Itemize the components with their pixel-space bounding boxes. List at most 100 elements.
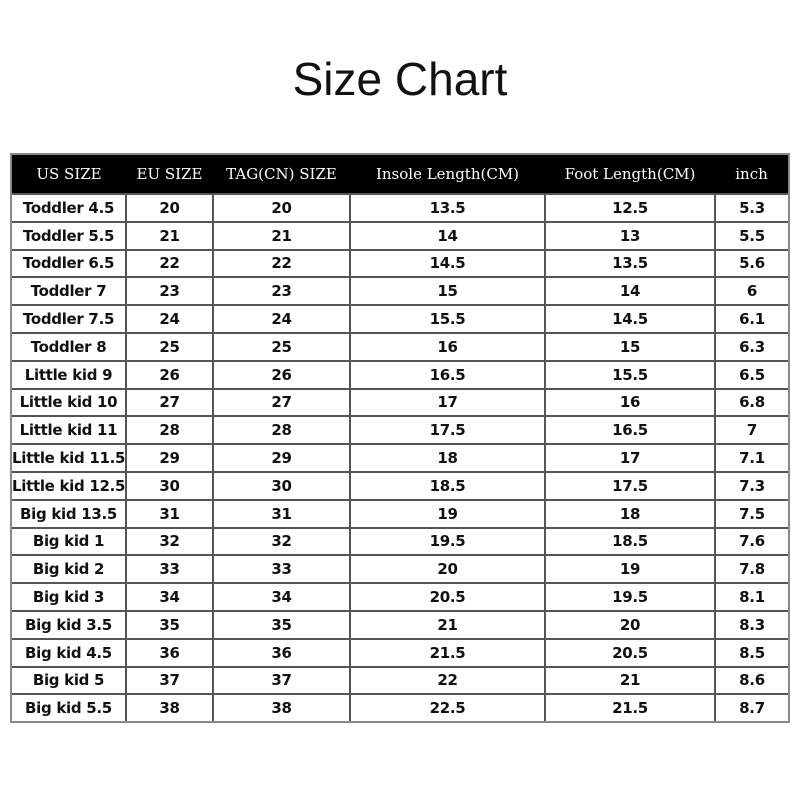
- page-title: Size Chart: [292, 53, 508, 105]
- table-cell: 16.5: [349, 359, 546, 390]
- table-row: Big kid 4.5 36 36 21.5 20.5 8.5: [12, 637, 788, 668]
- table-cell: 37: [212, 665, 351, 696]
- table-cell: 21.5: [544, 693, 716, 722]
- table-row: Big kid 3 34 34 20.5 19.5 8.1: [12, 582, 788, 612]
- table-cell: 34: [125, 582, 214, 612]
- table-cell: Little kid 10: [12, 387, 127, 418]
- table-cell: 35: [212, 609, 351, 640]
- table-cell: 22: [349, 665, 546, 696]
- table-cell: 37: [125, 665, 214, 696]
- table-cell: 34: [212, 582, 351, 612]
- table-cell: 6: [714, 276, 788, 307]
- table-cell: 32: [125, 526, 214, 557]
- table-cell: 16: [349, 331, 546, 362]
- table-cell: 17.5: [544, 470, 716, 501]
- table-row: Big kid 5 37 37 22 21 8.6: [12, 665, 788, 696]
- table-cell: 20: [212, 193, 351, 223]
- table-cell: 15: [349, 276, 546, 307]
- table-cell: 28: [125, 415, 214, 446]
- table-cell: 5.6: [714, 248, 788, 279]
- table-cell: Big kid 3: [12, 582, 127, 612]
- table-row: Toddler 7 23 23 15 14 6: [12, 276, 788, 307]
- column-header: EU SIZE: [126, 155, 213, 194]
- table-cell: 21.5: [349, 637, 546, 668]
- table-cell: 19.5: [349, 526, 546, 557]
- table-row: Toddler 8 25 25 16 15 6.3: [12, 331, 788, 362]
- table-row: Big kid 3.5 35 35 21 20 8.3: [12, 609, 788, 640]
- table-cell: 7.6: [714, 526, 788, 557]
- table-row: Toddler 7.5 24 24 15.5 14.5 6.1: [12, 304, 788, 334]
- table-cell: Toddler 7.5: [12, 304, 127, 334]
- table-cell: 20: [125, 193, 214, 223]
- table-cell: Little kid 9: [12, 359, 127, 390]
- table-cell: 23: [125, 276, 214, 307]
- column-header: TAG(CN) SIZE: [213, 155, 350, 194]
- table-cell: 15.5: [349, 304, 546, 334]
- table-cell: 30: [125, 470, 214, 501]
- table-row: Big kid 1 32 32 19.5 18.5 7.6: [12, 526, 788, 557]
- table-cell: 21: [212, 220, 351, 251]
- table-cell: 19: [544, 554, 716, 585]
- table-cell: 27: [125, 387, 214, 418]
- column-header: Foot Length(CM): [545, 155, 715, 194]
- table-row: Toddler 6.5 22 22 14.5 13.5 5.6: [12, 248, 788, 279]
- table-cell: 7.1: [714, 443, 788, 473]
- table-cell: 20.5: [349, 582, 546, 612]
- table-cell: 20: [349, 554, 546, 585]
- table-cell: 29: [125, 443, 214, 473]
- table-cell: 5.5: [714, 220, 788, 251]
- table-cell: 33: [125, 554, 214, 585]
- table-cell: 38: [125, 693, 214, 722]
- table-cell: 8.5: [714, 637, 788, 668]
- table-cell: 18: [349, 443, 546, 473]
- table-cell: 26: [212, 359, 351, 390]
- table-cell: 18.5: [349, 470, 546, 501]
- table-cell: Big kid 4.5: [12, 637, 127, 668]
- table-cell: Little kid 12.5: [12, 470, 127, 501]
- table-cell: 8.7: [714, 693, 788, 722]
- table-cell: 6.3: [714, 331, 788, 362]
- table-cell: 21: [544, 665, 716, 696]
- table-cell: 7.3: [714, 470, 788, 501]
- table-row: Toddler 4.5 20 20 13.5 12.5 5.3: [12, 193, 788, 223]
- table-cell: 26: [125, 359, 214, 390]
- table-cell: 15.5: [544, 359, 716, 390]
- table-cell: 25: [125, 331, 214, 362]
- table-cell: Toddler 6.5: [12, 248, 127, 279]
- column-header: inch: [715, 155, 788, 194]
- table-cell: Little kid 11: [12, 415, 127, 446]
- table-cell: 14: [349, 220, 546, 251]
- table-cell: 6.5: [714, 359, 788, 390]
- table-cell: Big kid 3.5: [12, 609, 127, 640]
- column-header: US SIZE: [12, 155, 126, 194]
- table-cell: 13.5: [544, 248, 716, 279]
- table-row: Big kid 2 33 33 20 19 7.8: [12, 554, 788, 585]
- table-cell: 27: [212, 387, 351, 418]
- table-cell: 14.5: [544, 304, 716, 334]
- table-row: Little kid 9 26 26 16.5 15.5 6.5: [12, 359, 788, 390]
- table-cell: 13: [544, 220, 716, 251]
- table-cell: 38: [212, 693, 351, 722]
- table-cell: 23: [212, 276, 351, 307]
- table-cell: 32: [212, 526, 351, 557]
- table-cell: 25: [212, 331, 351, 362]
- table-cell: 7.8: [714, 554, 788, 585]
- table-header-row: US SIZE EU SIZE TAG(CN) SIZE Insole Length(…: [12, 155, 788, 194]
- table-cell: 22.5: [349, 693, 546, 722]
- table-cell: Little kid 11.5: [12, 443, 127, 473]
- table-cell: Toddler 5.5: [12, 220, 127, 251]
- table-cell: 36: [125, 637, 214, 668]
- table-cell: 16.5: [544, 415, 716, 446]
- table-cell: Big kid 5: [12, 665, 127, 696]
- table-row: Little kid 12.5 30 30 18.5 17.5 7.3: [12, 470, 788, 501]
- table-row: Little kid 11.5 29 29 18 17 7.1: [12, 443, 788, 473]
- table-cell: 31: [125, 498, 214, 529]
- table-row: Little kid 10 27 27 17 16 6.8: [12, 387, 788, 418]
- table-cell: 35: [125, 609, 214, 640]
- table-cell: 14.5: [349, 248, 546, 279]
- table-cell: 15: [544, 331, 716, 362]
- table-cell: 17.5: [349, 415, 546, 446]
- table-row: Little kid 11 28 28 17.5 16.5 7: [12, 415, 788, 446]
- table-cell: 21: [349, 609, 546, 640]
- table-cell: 8.3: [714, 609, 788, 640]
